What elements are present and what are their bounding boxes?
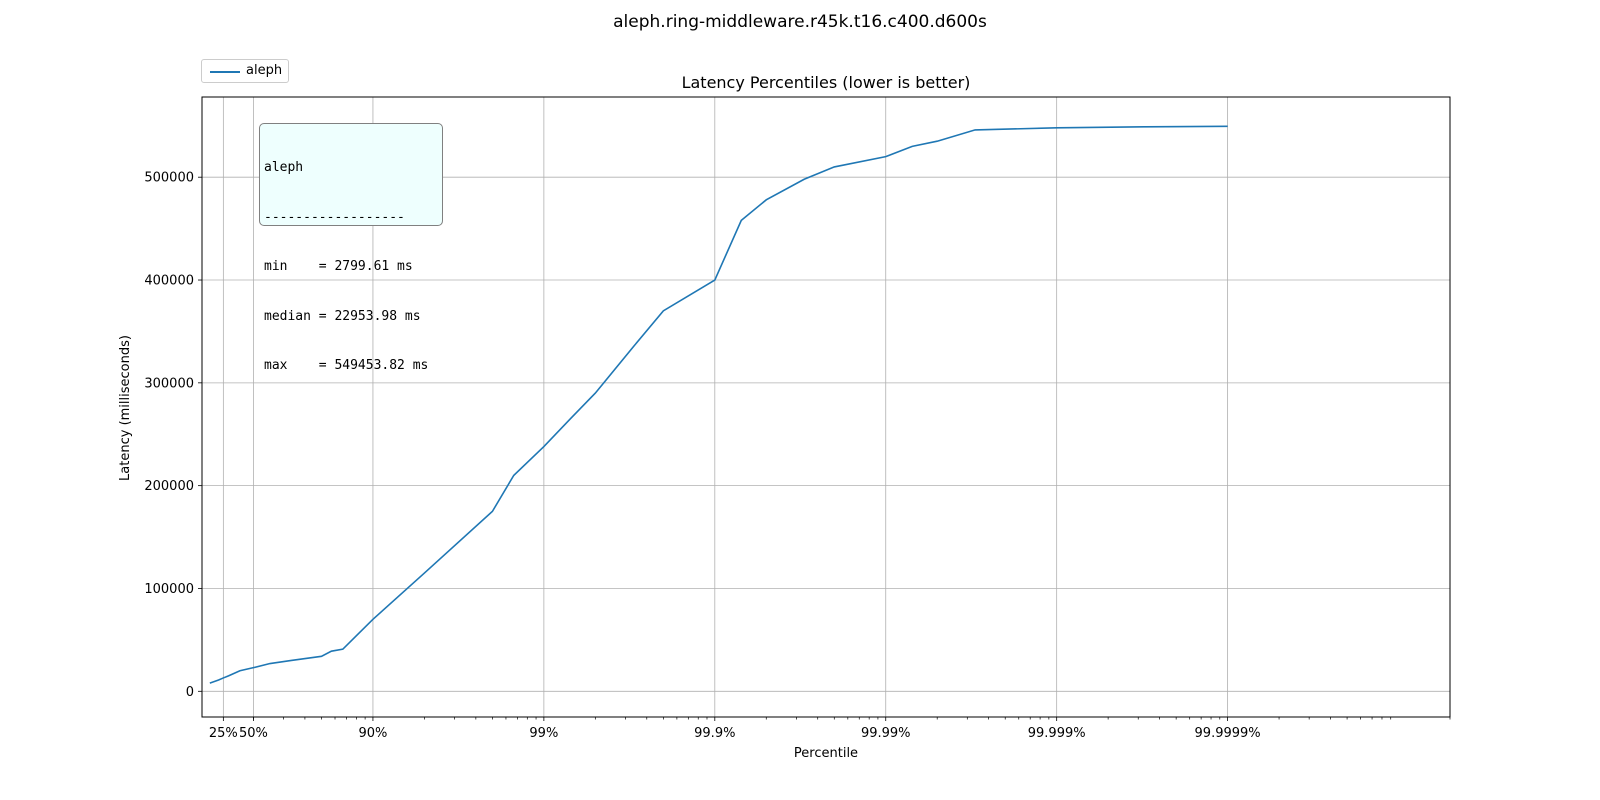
series-line-aleph (209, 125, 1228, 684)
stats-line-max: max = 549453.82 ms (264, 358, 429, 373)
x-tick-label: 99% (529, 726, 558, 741)
x-axis-label: Percentile (794, 746, 858, 761)
x-tick-label: 25% (209, 726, 238, 741)
stats-box: aleph ------------------ min = 2799.61 m… (259, 123, 443, 373)
x-tick-label: 99.99% (861, 726, 911, 741)
x-tick-label: 90% (358, 726, 387, 741)
x-tick-label: 99.999% (1028, 726, 1086, 741)
y-axis-ticks: 0 100000 200000 300000 400000 500000 (144, 171, 202, 700)
x-tick-label: 99.9999% (1195, 726, 1261, 741)
y-axis-label: Latency (milliseconds) (118, 335, 133, 481)
stats-line-min: min = 2799.61 ms (264, 259, 413, 274)
y-tick-label: 200000 (144, 479, 194, 494)
stats-line-name: aleph (264, 160, 304, 175)
x-tick-label: 50% (239, 726, 268, 741)
stats-line-median: median = 22953.98 ms (264, 308, 421, 324)
y-tick-label: 300000 (144, 376, 194, 391)
x-tick-label: 99.9% (694, 726, 735, 741)
y-tick-label: 100000 (144, 582, 194, 597)
y-tick-label: 400000 (144, 274, 194, 289)
figure-title: aleph.ring-middleware.r45k.t16.c400.d600… (613, 12, 987, 32)
plot-title: Latency Percentiles (lower is better) (682, 73, 971, 92)
legend-label-aleph: aleph (246, 63, 283, 78)
legend: aleph (201, 59, 289, 83)
stats-line-separator: ------------------ (264, 209, 405, 225)
x-axis-ticks: 25% 50% 90% 99% 99.9% 99.99% 99.999% 99.9999% (209, 717, 1261, 741)
y-tick-label: 0 (186, 685, 194, 700)
legend-swatch-aleph (210, 71, 240, 73)
plot-frame (201, 96, 1451, 718)
grid-lines (202, 97, 1450, 717)
y-tick-label: 500000 (144, 171, 194, 186)
